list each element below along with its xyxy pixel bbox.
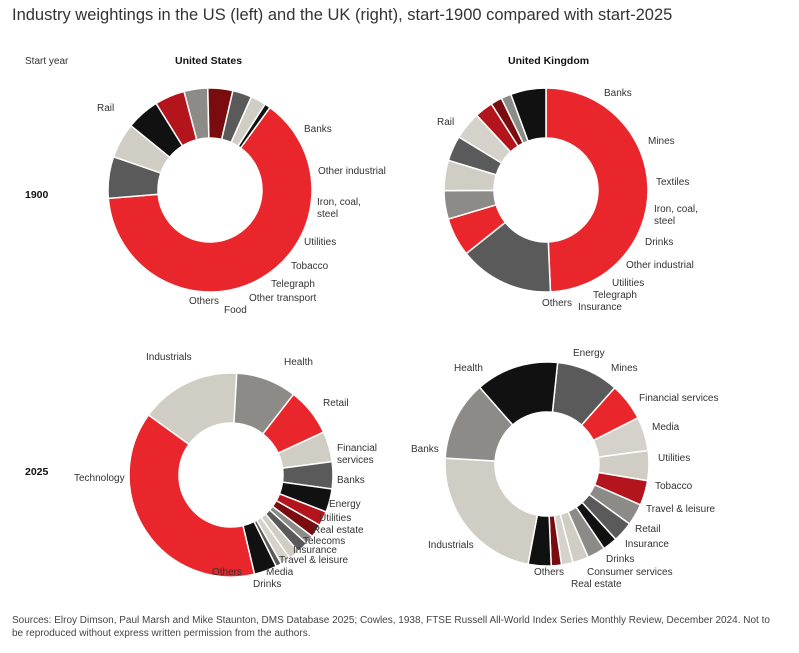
label-travel-leisure: Travel & leisure bbox=[646, 504, 716, 515]
label-food: Food bbox=[224, 305, 247, 316]
label-iron-coal-steel: Iron, coal, steel bbox=[317, 197, 361, 220]
label-banks: Banks bbox=[337, 475, 365, 486]
label-rail: Rail bbox=[437, 117, 454, 128]
label-telegraph: Telegraph bbox=[271, 279, 315, 290]
label-media: Media bbox=[266, 567, 294, 578]
label-drinks: Drinks bbox=[253, 579, 281, 590]
label-insurance: Insurance bbox=[625, 539, 669, 550]
label-banks: Banks bbox=[304, 124, 332, 135]
slice-others bbox=[237, 103, 272, 149]
label-utilities: Utilities bbox=[304, 237, 336, 248]
donut-united-kingdom-1900 bbox=[443, 87, 649, 293]
label-banks: Banks bbox=[604, 88, 632, 99]
column-header-us: United States bbox=[175, 55, 243, 67]
label-technology: Technology bbox=[74, 473, 125, 484]
column-header-uk: United Kingdom bbox=[508, 55, 590, 67]
label-mines: Mines bbox=[611, 363, 638, 374]
label-financial-services: Financial services bbox=[337, 443, 377, 466]
label-others: Others bbox=[534, 567, 564, 578]
label-telecoms: Telecoms bbox=[303, 536, 345, 547]
label-textiles: Textiles bbox=[656, 177, 689, 188]
year-label-1900: 1900 bbox=[25, 189, 49, 201]
label-utilities: Utilities bbox=[319, 513, 351, 524]
label-banks: Banks bbox=[411, 444, 439, 455]
label-iron-coal-steel: Iron, coal, steel bbox=[654, 204, 698, 227]
slice-industrials bbox=[444, 457, 539, 566]
label-health: Health bbox=[284, 357, 313, 368]
source-note: Sources: Elroy Dimson, Paul Marsh and Mi… bbox=[12, 615, 770, 639]
label-travel-leisure: Travel & leisure bbox=[279, 555, 349, 566]
label-other-industrial: Other industrial bbox=[318, 166, 386, 177]
label-drinks: Drinks bbox=[645, 237, 673, 248]
row-header-start-year: Start year bbox=[25, 56, 69, 67]
label-energy: Energy bbox=[329, 499, 361, 510]
donut-united-states-1900 bbox=[107, 87, 313, 293]
slice-rail bbox=[107, 106, 313, 293]
label-energy: Energy bbox=[573, 348, 605, 359]
slice-others bbox=[509, 87, 547, 143]
chart-title: Industry weightings in the US (left) and… bbox=[12, 6, 673, 24]
label-retail: Retail bbox=[635, 524, 661, 535]
label-tobacco: Tobacco bbox=[655, 481, 693, 492]
label-consumer-services: Consumer services bbox=[587, 567, 673, 578]
label-utilities: Utilities bbox=[658, 453, 690, 464]
slice-rail bbox=[545, 87, 649, 293]
donut-charts: Rail Banks Other industrial Iron, coal, stee… bbox=[74, 87, 718, 590]
label-others: Others bbox=[189, 296, 219, 307]
label-others: Others bbox=[212, 567, 242, 578]
label-industrials: Industrials bbox=[146, 352, 192, 363]
label-drinks: Drinks bbox=[606, 554, 634, 565]
label-media: Media bbox=[652, 422, 680, 433]
label-retail: Retail bbox=[323, 398, 349, 409]
label-insurance: Insurance bbox=[578, 302, 622, 313]
label-others: Others bbox=[542, 298, 572, 309]
label-mines: Mines bbox=[648, 136, 675, 147]
label-other-industrial: Other industrial bbox=[626, 260, 694, 271]
label-other-transport: Other transport bbox=[249, 293, 316, 304]
label-insurance: Insurance bbox=[293, 545, 337, 556]
label-health: Health bbox=[454, 363, 483, 374]
donut-united-states-2025 bbox=[128, 372, 334, 578]
label-financial-services: Financial services bbox=[639, 393, 718, 404]
label-real-estate: Real estate bbox=[571, 579, 622, 590]
year-label-2025: 2025 bbox=[25, 466, 49, 478]
donut-united-kingdom-2025 bbox=[444, 361, 650, 567]
label-utilities: Utilities bbox=[612, 278, 644, 289]
label-tobacco: Tobacco bbox=[291, 261, 329, 272]
slice-technology bbox=[128, 413, 256, 578]
slice-health bbox=[478, 361, 559, 426]
label-rail: Rail bbox=[97, 103, 114, 114]
label-real-estate: Real estate bbox=[313, 525, 364, 536]
label-industrials: Industrials bbox=[428, 540, 474, 551]
label-telegraph: Telegraph bbox=[593, 290, 637, 301]
